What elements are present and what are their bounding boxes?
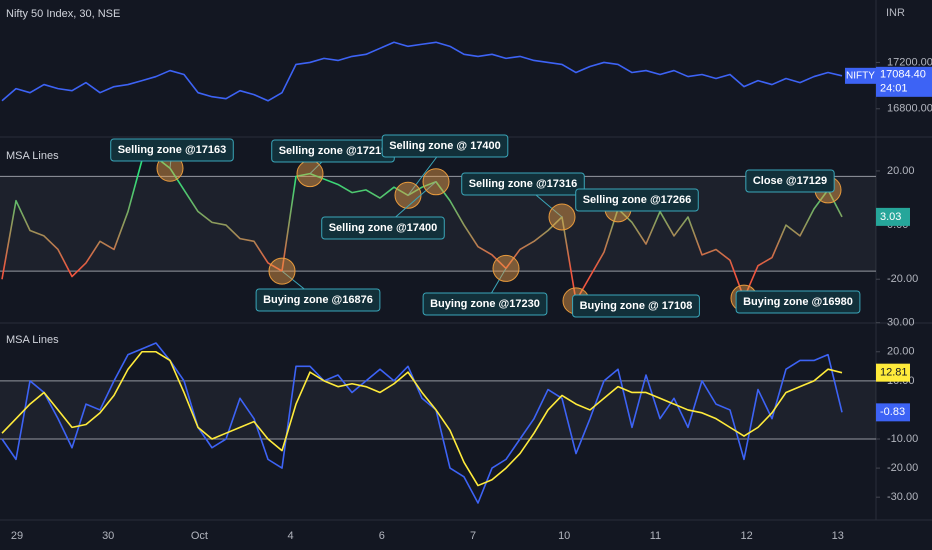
series-line (1, 41, 843, 102)
value-tag-label: 12.81 (880, 367, 908, 379)
y-tick-label: -10.00 (887, 433, 918, 445)
annotation-label: Buying zone @17230 (430, 298, 540, 310)
y-tick-label: 20.00 (887, 165, 915, 177)
y-tick-label: -20.00 (887, 462, 918, 474)
annotation-box (422, 292, 548, 316)
chart-title: Nifty 50 Index, 30, NSE (6, 8, 120, 20)
x-tick-label: 13 (832, 530, 844, 542)
x-tick-label: 30 (102, 530, 114, 542)
annotation-box (575, 188, 699, 212)
symbol-tag-label: NIFTY (846, 70, 875, 81)
annotation-box (745, 169, 835, 193)
zone-marker (296, 160, 324, 188)
annotation-label: Selling zone @17266 (583, 194, 692, 206)
annotation-box (461, 172, 585, 196)
annotation-label: Buying zone @16980 (743, 296, 853, 308)
pane-title: MSA Lines (6, 150, 59, 162)
annotation-label: Close @17129 (753, 175, 827, 187)
annotation-label: Selling zone @ 17400 (389, 140, 501, 152)
series-line (1, 342, 843, 504)
y-tick-label: 16800.00 (887, 103, 932, 115)
x-tick-label: 10 (558, 530, 570, 542)
annotation-label: Selling zone @17163 (118, 144, 227, 156)
band-fill (0, 380, 876, 440)
value-tag-label: 3.03 (880, 211, 901, 223)
zone-marker (492, 254, 520, 282)
y-tick-label: 20.00 (887, 346, 915, 358)
y-tick-label: 17200.00 (887, 56, 932, 68)
y-tick-label: 30.00 (887, 317, 915, 329)
x-tick-label: 7 (470, 530, 476, 542)
annotation-label: Buying zone @16876 (263, 294, 373, 306)
value-tag (876, 403, 910, 422)
annotation-box (735, 290, 861, 314)
pane-title: MSA Lines (6, 334, 59, 346)
series-line (1, 350, 843, 487)
annotation-box (381, 134, 509, 158)
annotation-label: Selling zone @17400 (329, 222, 438, 234)
symbol-tag (845, 67, 876, 84)
zone-marker (422, 168, 450, 196)
x-tick-label: 29 (11, 530, 23, 542)
annotation-label: Selling zone @17316 (469, 178, 578, 190)
x-tick-label: 12 (740, 530, 752, 542)
countdown-label: 24:01 (880, 83, 908, 95)
annotation-label: Buying zone @ 17108 (580, 300, 693, 312)
zone-marker (394, 181, 422, 209)
value-tag (876, 207, 910, 226)
annotation-box (110, 138, 234, 162)
value-tag-label: -0.83 (880, 406, 905, 418)
price-tag (876, 66, 932, 97)
x-tick-label: 11 (650, 530, 661, 542)
x-tick-label: 6 (379, 530, 385, 542)
x-tick-label: Oct (191, 530, 208, 542)
y-tick-label: -30.00 (887, 491, 918, 503)
annotation-box (321, 216, 445, 240)
annotation-label: Selling zone @17219 (279, 145, 388, 157)
annotation-box (572, 294, 700, 318)
price-tag-label: 17084.40 (880, 69, 926, 81)
y-tick-label: -20.00 (887, 273, 918, 285)
zone-marker (548, 203, 576, 231)
currency: INR (886, 7, 905, 19)
zone-marker (268, 257, 296, 285)
x-tick-label: 4 (288, 530, 294, 542)
annotation-box (255, 288, 381, 312)
value-tag (876, 363, 910, 382)
